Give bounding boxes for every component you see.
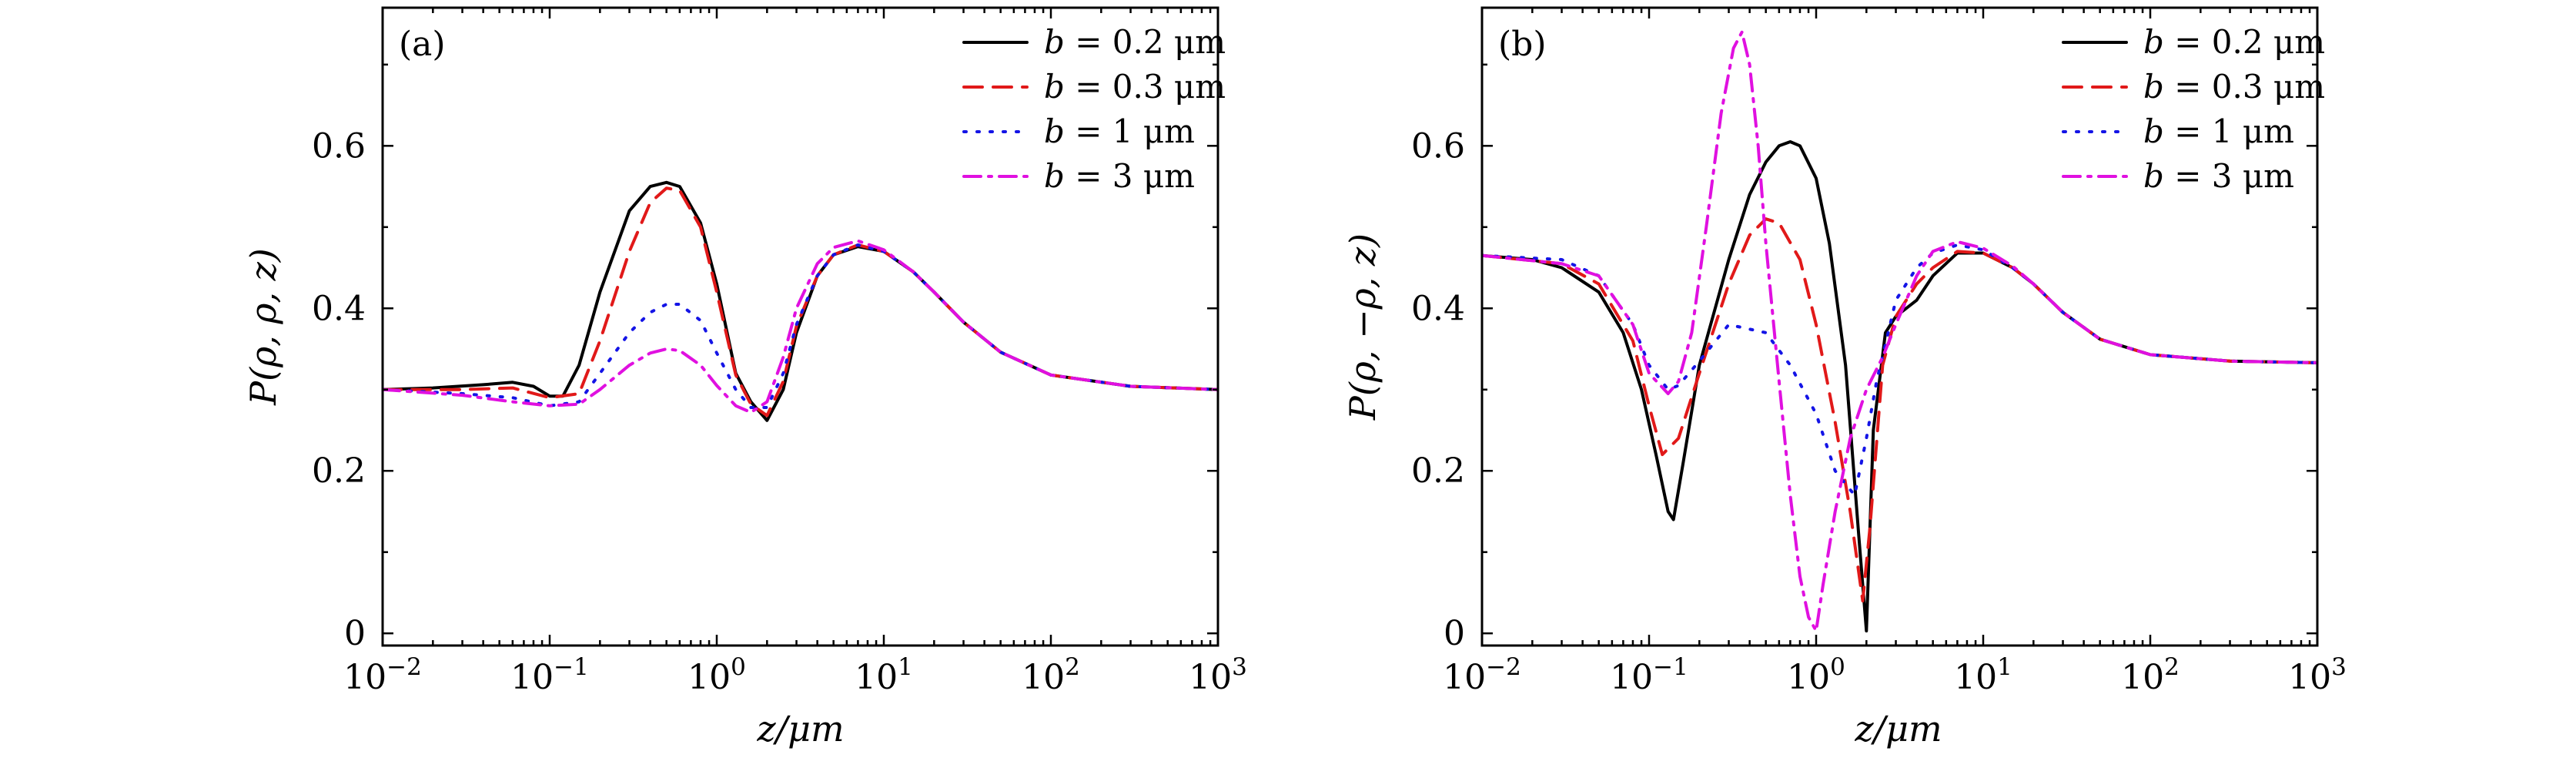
panel-a-y-tick-label: 0.2	[312, 451, 366, 491]
panel-a-x-tick-label: 103	[1189, 653, 1247, 697]
panel-a-legend-entry-2: b = 0.3 μm	[1044, 68, 1226, 106]
panel-a-legend: b = 0.2 μm b = 0.3 μm b = 1 μm b = 3 μm	[962, 23, 1226, 195]
panel-b-series-2-line	[1482, 217, 2317, 602]
panel-b-series-4-line	[1482, 30, 2317, 632]
panel-a-y-tick-label: 0	[344, 614, 366, 653]
panel-b-legend-entry-4: b = 3 μm	[2143, 157, 2294, 195]
panel-a: 10−2 10−1 100 101 102 103 0 0.2 0.4 0.6 (a) b = 0…	[243, 6, 1247, 750]
panel-b-y-axis-title: P(ρ, −ρ, z)	[1342, 233, 1383, 421]
panel-b-y-tick-label: 0.2	[1411, 451, 1465, 491]
panel-b-x-tick-label: 103	[2288, 653, 2347, 697]
panel-b-legend-entry-3: b = 1 μm	[2143, 112, 2294, 150]
panel-b-y-tick-label: 0.4	[1411, 289, 1465, 328]
panel-a-legend-entry-4: b = 3 μm	[1044, 157, 1195, 195]
panel-a-y-tick-label: 0.4	[312, 289, 366, 328]
panel-a-y-axis-title: P(ρ, ρ, z)	[243, 248, 284, 406]
panel-a-x-tick-label: 10−2	[343, 653, 422, 697]
panel-a-frame	[381, 6, 1219, 647]
panel-b-label: (b)	[1498, 25, 1547, 64]
panel-b-legend: b = 0.2 μm b = 0.3 μm b = 1 μm b = 3 μm	[2062, 23, 2325, 195]
panel-b-series-3-line	[1482, 243, 2317, 497]
panel-a-x-tick-label: 101	[855, 653, 913, 697]
panel-b-legend-entry-1: b = 0.2 μm	[2143, 23, 2325, 61]
panel-a-label: (a)	[399, 25, 446, 64]
panel-b-frame	[1480, 6, 2319, 647]
panel-a-series-2-line	[383, 186, 1218, 418]
panel-b-y-tick-label: 0	[1444, 614, 1465, 653]
panel-a-y-tick-label: 0.6	[312, 126, 366, 166]
panel-a-legend-entry-1: b = 0.2 μm	[1044, 23, 1226, 61]
panel-b-legend-entry-2: b = 0.3 μm	[2143, 68, 2325, 106]
panel-a-x-tick-label: 100	[687, 653, 746, 697]
panel-b-series-1-line	[1482, 140, 2317, 632]
panel-a-x-tick-label: 10−1	[510, 653, 589, 697]
panel-a-x-axis-title: z/μm	[756, 708, 844, 750]
panel-a-x-tick-label: 102	[1022, 653, 1080, 697]
panel-a-legend-entry-3: b = 1 μm	[1044, 112, 1195, 150]
panel-b-x-tick-label: 10−1	[1610, 653, 1688, 697]
panel-b-x-tick-label: 100	[1787, 653, 1845, 697]
panel-b: 10−2 10−1 100 101 102 103 0 0.2 0.4 0.6 (b) b = 0…	[1342, 6, 2347, 750]
panel-b-x-tick-label: 101	[1954, 653, 2012, 697]
panel-b-x-axis-title: z/μm	[1854, 708, 1942, 750]
panel-b-x-tick-label: 102	[2121, 653, 2180, 697]
panel-b-y-tick-label: 0.6	[1411, 126, 1465, 166]
panel-b-x-tick-label: 10−2	[1443, 653, 1521, 697]
